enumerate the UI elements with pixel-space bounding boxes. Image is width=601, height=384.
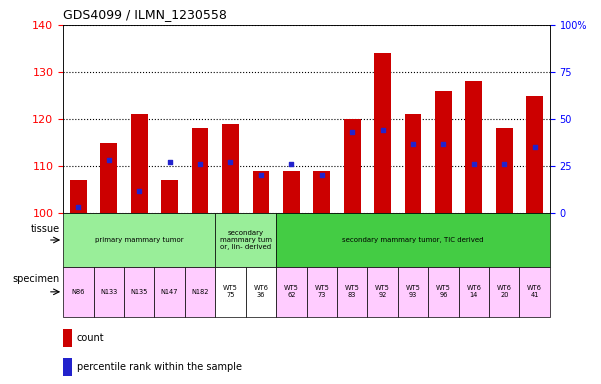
Text: tissue: tissue bbox=[31, 224, 60, 234]
Bar bbox=[466, 81, 482, 213]
Point bbox=[73, 204, 83, 210]
Bar bbox=[374, 53, 391, 213]
Bar bbox=[429, 267, 459, 317]
Bar bbox=[100, 142, 117, 213]
Point bbox=[195, 161, 205, 167]
Text: WT5
96: WT5 96 bbox=[436, 285, 451, 298]
Point bbox=[256, 172, 266, 179]
Bar bbox=[246, 267, 276, 317]
Text: WT5
93: WT5 93 bbox=[406, 285, 421, 298]
Point bbox=[439, 141, 448, 147]
Bar bbox=[63, 358, 72, 376]
Text: percentile rank within the sample: percentile rank within the sample bbox=[77, 362, 242, 372]
Text: WT6
20: WT6 20 bbox=[497, 285, 511, 298]
Bar bbox=[124, 267, 154, 317]
Text: count: count bbox=[77, 333, 105, 343]
Bar bbox=[276, 213, 550, 267]
Bar bbox=[276, 267, 307, 317]
Bar bbox=[161, 180, 178, 213]
Bar bbox=[367, 267, 398, 317]
Bar bbox=[94, 267, 124, 317]
Bar bbox=[344, 119, 361, 213]
Point bbox=[165, 159, 174, 166]
Bar bbox=[519, 267, 550, 317]
Bar bbox=[70, 180, 87, 213]
Point bbox=[347, 129, 357, 135]
Point bbox=[104, 157, 114, 164]
Point bbox=[408, 141, 418, 147]
Bar bbox=[435, 91, 452, 213]
Bar bbox=[489, 267, 519, 317]
Text: secondary mammary tumor, TIC derived: secondary mammary tumor, TIC derived bbox=[342, 237, 484, 243]
Point bbox=[530, 144, 540, 151]
Text: N86: N86 bbox=[72, 289, 85, 295]
Bar bbox=[63, 329, 72, 347]
Text: WT5
62: WT5 62 bbox=[284, 285, 299, 298]
Point bbox=[499, 161, 509, 167]
Bar bbox=[63, 267, 94, 317]
Point bbox=[317, 172, 326, 179]
Bar bbox=[63, 213, 215, 267]
Bar bbox=[252, 171, 269, 213]
Point bbox=[287, 161, 296, 167]
Text: WT5
83: WT5 83 bbox=[345, 285, 359, 298]
Bar bbox=[222, 124, 239, 213]
Text: N147: N147 bbox=[161, 289, 178, 295]
Bar bbox=[154, 267, 185, 317]
Bar bbox=[459, 267, 489, 317]
Bar bbox=[404, 114, 421, 213]
Bar bbox=[526, 96, 543, 213]
Bar bbox=[215, 267, 246, 317]
Bar bbox=[307, 267, 337, 317]
Point bbox=[469, 161, 478, 167]
Text: N133: N133 bbox=[100, 289, 117, 295]
Text: primary mammary tumor: primary mammary tumor bbox=[95, 237, 183, 243]
Text: specimen: specimen bbox=[13, 274, 60, 285]
Text: WT6
14: WT6 14 bbox=[466, 285, 481, 298]
Bar bbox=[337, 267, 367, 317]
Bar bbox=[192, 128, 209, 213]
Text: secondary
mammary tum
or, lin- derived: secondary mammary tum or, lin- derived bbox=[219, 230, 272, 250]
Bar bbox=[496, 128, 513, 213]
Bar bbox=[215, 213, 276, 267]
Text: WT5
73: WT5 73 bbox=[314, 285, 329, 298]
Bar bbox=[185, 267, 215, 317]
Text: WT6
41: WT6 41 bbox=[527, 285, 542, 298]
Bar bbox=[283, 171, 300, 213]
Text: WT5
75: WT5 75 bbox=[223, 285, 238, 298]
Bar bbox=[398, 267, 429, 317]
Point bbox=[378, 127, 388, 133]
Point bbox=[135, 187, 144, 194]
Text: GDS4099 / ILMN_1230558: GDS4099 / ILMN_1230558 bbox=[63, 8, 227, 21]
Point bbox=[225, 159, 235, 166]
Bar bbox=[313, 171, 330, 213]
Text: N135: N135 bbox=[130, 289, 148, 295]
Text: WT5
92: WT5 92 bbox=[375, 285, 390, 298]
Text: N182: N182 bbox=[191, 289, 209, 295]
Text: WT6
36: WT6 36 bbox=[254, 285, 268, 298]
Bar bbox=[131, 114, 147, 213]
